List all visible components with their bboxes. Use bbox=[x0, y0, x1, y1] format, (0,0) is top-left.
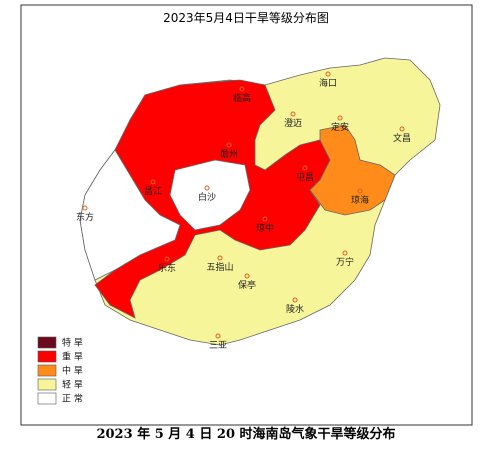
city-label: 乐东 bbox=[158, 262, 176, 274]
city-dot bbox=[204, 185, 210, 191]
city-label: 儋州 bbox=[220, 148, 238, 160]
city-label: 文昌 bbox=[393, 132, 411, 144]
city-label: 陵水 bbox=[286, 303, 304, 315]
city-dot bbox=[357, 188, 363, 194]
city-dot bbox=[342, 250, 348, 256]
legend-swatch bbox=[37, 378, 57, 391]
city-dot bbox=[244, 273, 250, 279]
legend-swatch bbox=[37, 336, 57, 349]
city-dot bbox=[217, 255, 223, 261]
city-dot bbox=[226, 142, 232, 148]
region-moderate bbox=[309, 124, 396, 216]
map-title: 2023年5月4日干旱等级分布图 bbox=[163, 11, 329, 25]
city-dot bbox=[215, 333, 221, 339]
legend-swatch bbox=[37, 364, 57, 377]
city-dot bbox=[399, 126, 405, 132]
legend-swatch bbox=[37, 392, 57, 405]
city-dot bbox=[164, 256, 170, 262]
city-label: 澄迈 bbox=[284, 117, 302, 129]
city-label: 保亭 bbox=[238, 279, 256, 291]
legend: 特 旱重 旱中 旱轻 旱正 常 bbox=[37, 336, 83, 405]
city-label: 三亚 bbox=[209, 340, 227, 351]
city-dot bbox=[302, 165, 308, 171]
city-label: 屯昌 bbox=[296, 171, 314, 183]
city-label: 东方 bbox=[76, 211, 94, 223]
legend-label: 特 旱 bbox=[62, 337, 83, 349]
city-label: 定安 bbox=[331, 121, 349, 133]
city-label: 临高 bbox=[233, 92, 251, 104]
legend-swatch bbox=[37, 350, 57, 363]
city-dot bbox=[150, 179, 156, 185]
city-dot bbox=[325, 71, 331, 77]
legend-label: 中 旱 bbox=[62, 365, 83, 377]
city-label: 万宁 bbox=[336, 256, 354, 268]
legend-label: 重 旱 bbox=[62, 351, 83, 363]
city-label: 昌江 bbox=[144, 186, 162, 197]
caption: 2023 年 5 月 4 日 20 时海南岛气象干旱等级分布 bbox=[96, 426, 395, 442]
city-dot bbox=[262, 216, 268, 222]
city-dot bbox=[239, 86, 245, 92]
island bbox=[79, 57, 441, 346]
city-dot bbox=[290, 111, 296, 117]
legend-label: 轻 旱 bbox=[62, 379, 83, 391]
region-normal bbox=[169, 159, 251, 231]
city-label: 海口 bbox=[319, 77, 337, 89]
city-dot bbox=[82, 205, 88, 211]
city-label: 琼中 bbox=[256, 222, 274, 234]
city-dot bbox=[337, 115, 343, 121]
city-dot bbox=[292, 297, 298, 303]
city-label: 五指山 bbox=[206, 261, 233, 273]
legend-label: 正 常 bbox=[62, 393, 83, 405]
region-normal bbox=[79, 149, 181, 281]
city-label: 白沙 bbox=[198, 191, 216, 203]
city-label: 琼海 bbox=[351, 194, 369, 206]
